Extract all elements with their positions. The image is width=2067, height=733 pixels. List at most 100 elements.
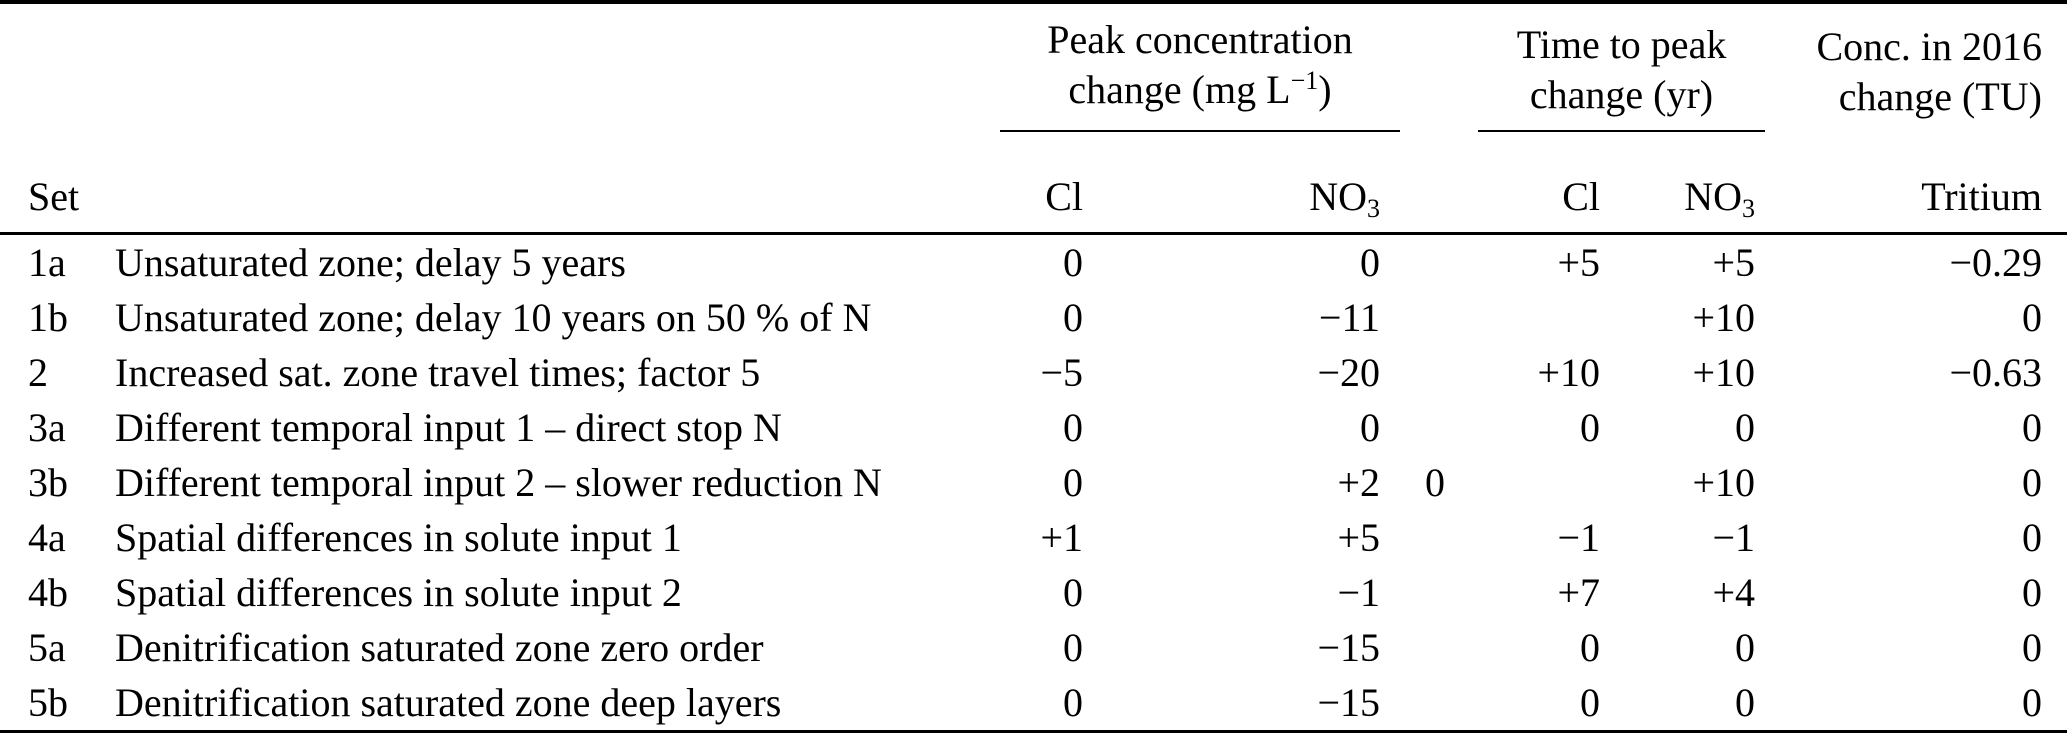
cl-time-cell: +5 [1557,240,1600,285]
peak-header-line1: Peak concentration [1047,17,1353,62]
no3-time-cell: +10 [1692,460,1756,505]
no3-label: NO [1684,174,1743,219]
tritium-cell: 0 [2022,405,2043,450]
group-header-conc-2016: Conc. in 2016 change (TU) [1765,2,2067,132]
no3-subscript: 3 [1367,193,1380,223]
tritium-cell: −0.63 [1949,350,2043,395]
table-row-1b: 1b Unsaturated zone; delay 10 years on 5… [0,290,2067,345]
tritium-cell: 0 [2022,625,2043,670]
no3-time-cell: +10 [1692,350,1756,395]
description-cell: Unsaturated zone; delay 10 years on 50 %… [115,295,872,340]
cl-time-cell: −1 [1557,515,1600,560]
no3-peak-cell: +5 [1337,515,1380,560]
column-header-cl-peak: Cl [1000,132,1085,235]
cl-peak-cell: 0 [1063,625,1083,670]
description-cell: Denitrification saturated zone zero orde… [115,625,764,670]
no3-time-cell: +10 [1692,295,1756,340]
subheader-row: Set Cl NO3 Cl NO3 Tritium [0,132,2067,235]
cl-peak-cell: 0 [1063,570,1083,615]
column-header-no3-peak: NO3 [1085,132,1400,235]
description-cell: Different temporal input 1 – direct stop… [115,405,782,450]
description-cell: Spatial differences in solute input 2 [115,570,682,615]
cl-peak-cell: 0 [1063,295,1083,340]
peak-header-line2-close: ) [1318,67,1332,112]
table-row-3b: 3b Different temporal input 2 – slower r… [0,455,2067,510]
no3-peak-cell: 0 [1360,405,1380,450]
set-cell: 1a [28,240,66,285]
no3-time-cell: 0 [1735,405,1756,450]
conc-2016-header: Conc. in 2016 change (TU) [1765,22,2067,132]
tritium-cell: 0 [2022,515,2043,560]
time-header-line2: change (yr) [1529,72,1714,117]
set-cell: 1b [28,295,68,340]
tritium-cell: 0 [2022,460,2043,505]
no3-time-cell: 0 [1735,625,1756,670]
table-row-2: 2 Increased sat. zone travel times; fact… [0,345,2067,400]
set-cell: 3a [28,405,66,450]
description-cell: Spatial differences in solute input 1 [115,515,682,560]
column-header-cl-time: Cl [1400,132,1610,235]
no3-peak-cell: −15 [1317,680,1380,725]
cl-time-cell: 0 [1425,460,1445,505]
cl-peak-cell: 0 [1063,460,1083,505]
tritium-cell: 0 [2022,680,2043,725]
group-header-peak-concentration: Peak concentration change (mg L−1) [1000,2,1400,132]
cl-peak-cell: 0 [1063,680,1083,725]
no3-time-cell: +4 [1712,570,1756,615]
set-cell: 5b [28,680,68,725]
no3-subscript: 3 [1742,193,1756,223]
description-cell: Increased sat. zone travel times; factor… [115,350,761,395]
cl-time-cell: +10 [1537,350,1600,395]
peak-concentration-header: Peak concentration change (mg L−1) [1000,15,1400,132]
column-header-tritium: Tritium [1765,132,2067,235]
no3-peak-cell: −15 [1317,625,1380,670]
cl-time-cell [1400,290,1610,345]
set-cell: 2 [28,350,48,395]
no3-label: NO [1309,174,1367,219]
no3-time-cell: −1 [1712,515,1756,560]
table-row-4a: 4a Spatial differences in solute input 1… [0,510,2067,565]
no3-peak-cell: +2 [1337,460,1380,505]
description-cell: Denitrification saturated zone deep laye… [115,680,782,725]
cl-time-cell: 0 [1580,625,1600,670]
conc-header-line2: change (TU) [1838,74,2043,119]
time-to-peak-header: Time to peak change (yr) [1478,20,1766,132]
no3-time-cell: 0 [1735,680,1756,725]
description-cell: Different temporal input 2 – slower redu… [115,460,882,505]
cl-peak-cell: 0 [1063,240,1083,285]
cl-time-cell: 0 [1580,680,1600,725]
table-row-4b: 4b Spatial differences in solute input 2… [0,565,2067,620]
no3-peak-cell: −1 [1337,570,1380,615]
cl-time-cell: 0 [1580,405,1600,450]
column-header-no3-time: NO3 [1610,132,1766,235]
set-cell: 3b [28,460,68,505]
column-header-set: Set [0,132,1000,235]
no3-time-cell: +5 [1712,240,1756,285]
set-cell: 4b [28,570,68,615]
table-row-3a: 3a Different temporal input 1 – direct s… [0,400,2067,455]
cl-peak-cell: −5 [1040,350,1083,395]
cl-peak-cell: +1 [1040,515,1083,560]
time-header-line1: Time to peak [1516,22,1727,67]
cl-peak-cell: 0 [1063,405,1083,450]
table-row-5b: 5b Denitrification saturated zone deep l… [0,675,2067,732]
group-header-time-to-peak: Time to peak change (yr) [1400,2,1766,132]
cl-time-cell: +7 [1557,570,1600,615]
no3-peak-cell: −20 [1317,350,1380,395]
set-cell: 4a [28,515,66,560]
tritium-cell: 0 [2022,570,2043,615]
no3-peak-cell: 0 [1360,240,1380,285]
group-header-empty [0,2,1000,132]
table-row-1a: 1a Unsaturated zone; delay 5 years 0 0 +… [0,234,2067,291]
tritium-cell: 0 [2022,295,2043,340]
tritium-cell: −0.29 [1949,240,2043,285]
group-header-row: Peak concentration change (mg L−1) Time … [0,2,2067,132]
conc-header-line1: Conc. in 2016 [1816,24,2043,69]
description-cell: Unsaturated zone; delay 5 years [115,240,626,285]
no3-peak-cell: −11 [1318,295,1380,340]
table-row-5a: 5a Denitrification saturated zone zero o… [0,620,2067,675]
unit-superscript: −1 [1290,65,1319,95]
set-cell: 5a [28,625,66,670]
peak-header-line2: change (mg L [1068,67,1291,112]
